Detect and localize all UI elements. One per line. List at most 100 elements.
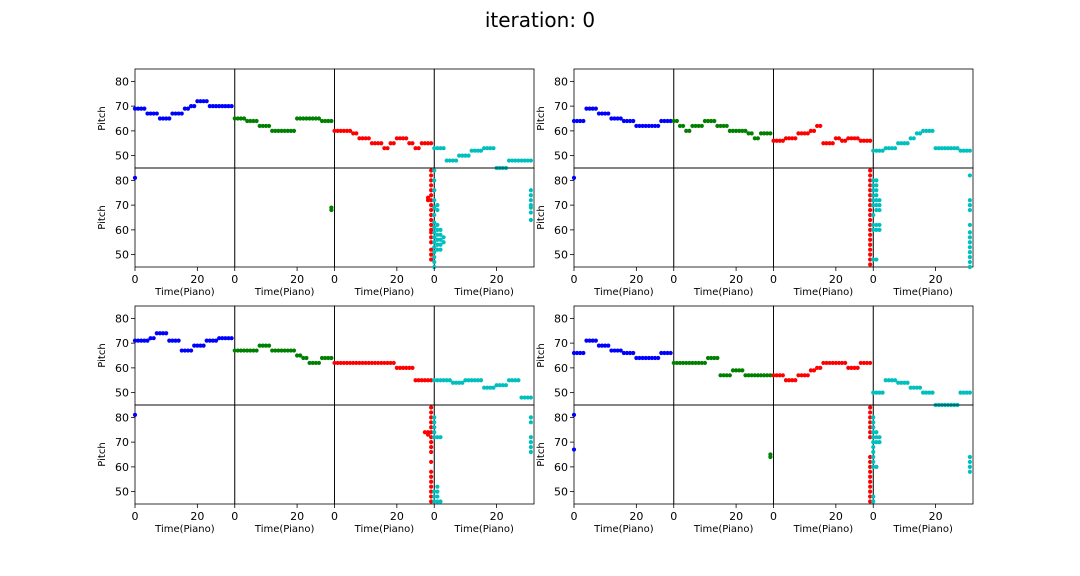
note-point bbox=[877, 203, 882, 208]
x-axis-label: Time(Piano) bbox=[154, 524, 215, 535]
note-point bbox=[528, 158, 533, 163]
note-point bbox=[435, 227, 440, 232]
note-point bbox=[868, 257, 873, 262]
bottom-panel-frame bbox=[872, 404, 974, 505]
note-point bbox=[429, 207, 434, 213]
note-point bbox=[868, 435, 873, 440]
note-point bbox=[397, 365, 403, 370]
x-tick-label: 0 bbox=[331, 273, 338, 286]
note-point bbox=[148, 111, 153, 116]
note-point bbox=[341, 128, 346, 133]
note-point bbox=[516, 378, 521, 383]
note-point bbox=[908, 385, 913, 390]
note-point bbox=[276, 128, 281, 133]
note-point bbox=[752, 136, 757, 141]
note-point bbox=[432, 212, 437, 218]
note-point bbox=[528, 440, 533, 445]
x-tick-label: 20 bbox=[729, 510, 743, 523]
note-point bbox=[475, 378, 480, 383]
note-point bbox=[179, 348, 184, 353]
x-tick-label: 20 bbox=[290, 510, 304, 523]
note-point bbox=[528, 203, 533, 208]
x-tick-label: 0 bbox=[670, 510, 677, 523]
note-point bbox=[724, 373, 729, 378]
note-point bbox=[435, 242, 440, 247]
note-point bbox=[413, 378, 418, 383]
note-point bbox=[432, 415, 437, 420]
note-point bbox=[868, 459, 873, 465]
note-point bbox=[874, 188, 879, 193]
note-point bbox=[864, 360, 870, 366]
note-point bbox=[332, 360, 337, 366]
y-tick-label: 70 bbox=[115, 436, 129, 449]
x-tick-label: 20 bbox=[390, 510, 404, 523]
note-point bbox=[301, 355, 306, 361]
note-point bbox=[198, 343, 203, 348]
note-point bbox=[319, 118, 325, 124]
note-point bbox=[394, 365, 399, 370]
note-point bbox=[385, 146, 390, 151]
note-point bbox=[774, 373, 779, 378]
note-point bbox=[967, 245, 972, 250]
note-point bbox=[939, 146, 944, 151]
note-point bbox=[379, 141, 384, 146]
note-point bbox=[400, 136, 406, 141]
note-point bbox=[690, 123, 695, 129]
y-axis-label: Pitch bbox=[536, 343, 547, 367]
note-point bbox=[351, 360, 356, 366]
note-point bbox=[167, 116, 172, 121]
note-point bbox=[429, 435, 434, 440]
note-point bbox=[195, 343, 200, 348]
note-point bbox=[874, 203, 879, 208]
note-point bbox=[438, 499, 443, 504]
note-point bbox=[441, 235, 446, 240]
note-point bbox=[213, 338, 219, 343]
note-point bbox=[643, 123, 648, 129]
note-point bbox=[354, 360, 359, 366]
note-point bbox=[316, 116, 322, 121]
note-point bbox=[868, 173, 873, 178]
note-point bbox=[482, 385, 487, 390]
note-point bbox=[432, 240, 437, 245]
note-point bbox=[855, 136, 860, 141]
note-point bbox=[432, 188, 437, 193]
note-point bbox=[429, 479, 434, 484]
note-point bbox=[344, 128, 350, 133]
note-point bbox=[522, 158, 527, 163]
note-point bbox=[749, 373, 754, 378]
note-point bbox=[394, 136, 399, 141]
note-point bbox=[874, 193, 879, 198]
note-point bbox=[874, 207, 879, 213]
note-point bbox=[429, 168, 434, 173]
note-point bbox=[609, 348, 614, 353]
note-point bbox=[404, 365, 409, 370]
note-point bbox=[357, 136, 362, 141]
x-tick-label: 20 bbox=[490, 273, 504, 286]
y-tick-label: 80 bbox=[554, 75, 568, 88]
note-point bbox=[435, 203, 440, 208]
note-point bbox=[818, 365, 823, 370]
note-point bbox=[758, 373, 764, 378]
note-point bbox=[868, 420, 873, 425]
note-point bbox=[207, 338, 212, 343]
x-axis-label: Time(Piano) bbox=[892, 287, 953, 298]
note-point bbox=[288, 348, 293, 353]
note-point bbox=[927, 390, 932, 395]
note-point bbox=[432, 259, 437, 265]
note-point bbox=[242, 116, 247, 121]
note-point bbox=[469, 148, 474, 153]
note-point bbox=[285, 348, 290, 353]
note-point bbox=[307, 360, 312, 366]
note-point bbox=[404, 136, 409, 141]
note-point bbox=[242, 348, 247, 353]
y-tick-label: 70 bbox=[554, 337, 568, 350]
note-point bbox=[254, 348, 259, 353]
note-point bbox=[466, 153, 471, 158]
x-tick-label: 20 bbox=[190, 510, 204, 523]
note-point bbox=[176, 111, 181, 116]
note-point bbox=[709, 355, 714, 361]
note-point bbox=[192, 104, 197, 109]
note-point bbox=[516, 158, 521, 163]
note-point bbox=[354, 131, 359, 136]
